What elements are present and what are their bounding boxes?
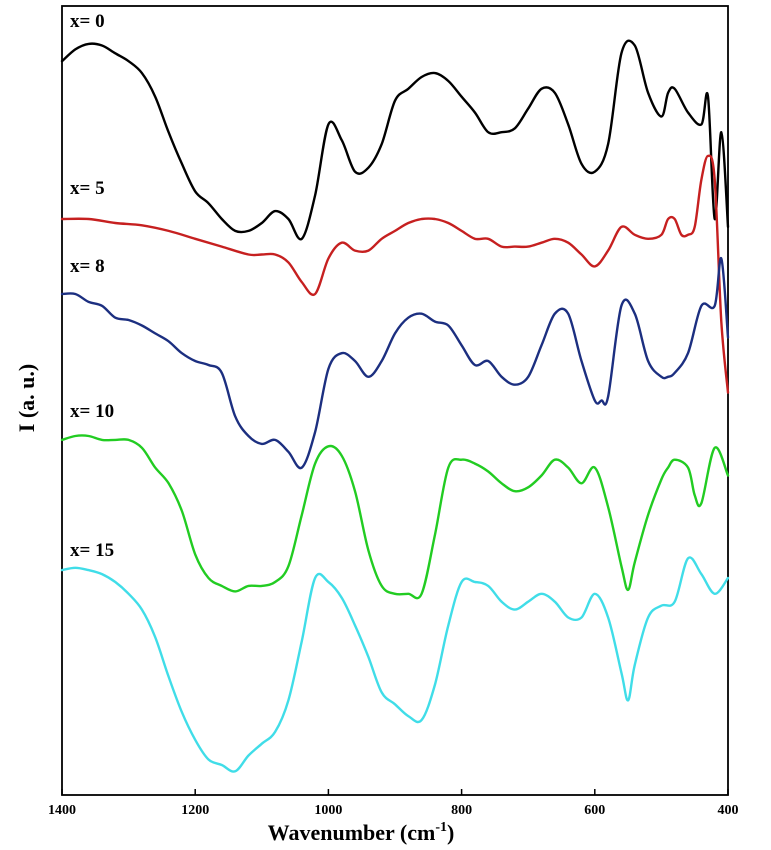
x-axis-title: Wavenumber (cm-1) — [268, 820, 455, 845]
x-tick-label: 800 — [451, 803, 472, 818]
series-line-1 — [60, 39, 730, 241]
x-axis-ticks: 1400 1200 1000 800 600 400 — [48, 789, 739, 818]
x-tick-label: 1000 — [314, 803, 342, 818]
series-label-2: x= 5 — [70, 178, 105, 199]
series-label-4: x= 10 — [70, 401, 114, 422]
series-line-2 — [60, 154, 730, 394]
x-tick-label: 400 — [718, 803, 739, 818]
x-tick-label: 600 — [584, 803, 605, 818]
x-axis-title-superscript: -1 — [435, 820, 447, 835]
y-axis-title: I (a. u.) — [14, 364, 39, 432]
x-axis-title-close: ) — [447, 820, 454, 845]
series-line-3 — [60, 257, 730, 470]
series-line-5 — [60, 556, 730, 773]
x-tick-label: 1200 — [181, 803, 209, 818]
series-label-1: x= 0 — [70, 11, 105, 32]
curves — [60, 39, 730, 773]
series-label-5: x= 15 — [70, 540, 114, 561]
plot-frame — [61, 5, 729, 796]
x-axis-title-main: Wavenumber (cm — [268, 820, 436, 845]
series-labels: x= 0 x= 5 x= 8 x= 10 x= 15 — [70, 11, 114, 561]
series-line-4 — [60, 434, 730, 600]
series-label-3: x= 8 — [70, 256, 105, 277]
x-tick-label: 1400 — [48, 803, 76, 818]
